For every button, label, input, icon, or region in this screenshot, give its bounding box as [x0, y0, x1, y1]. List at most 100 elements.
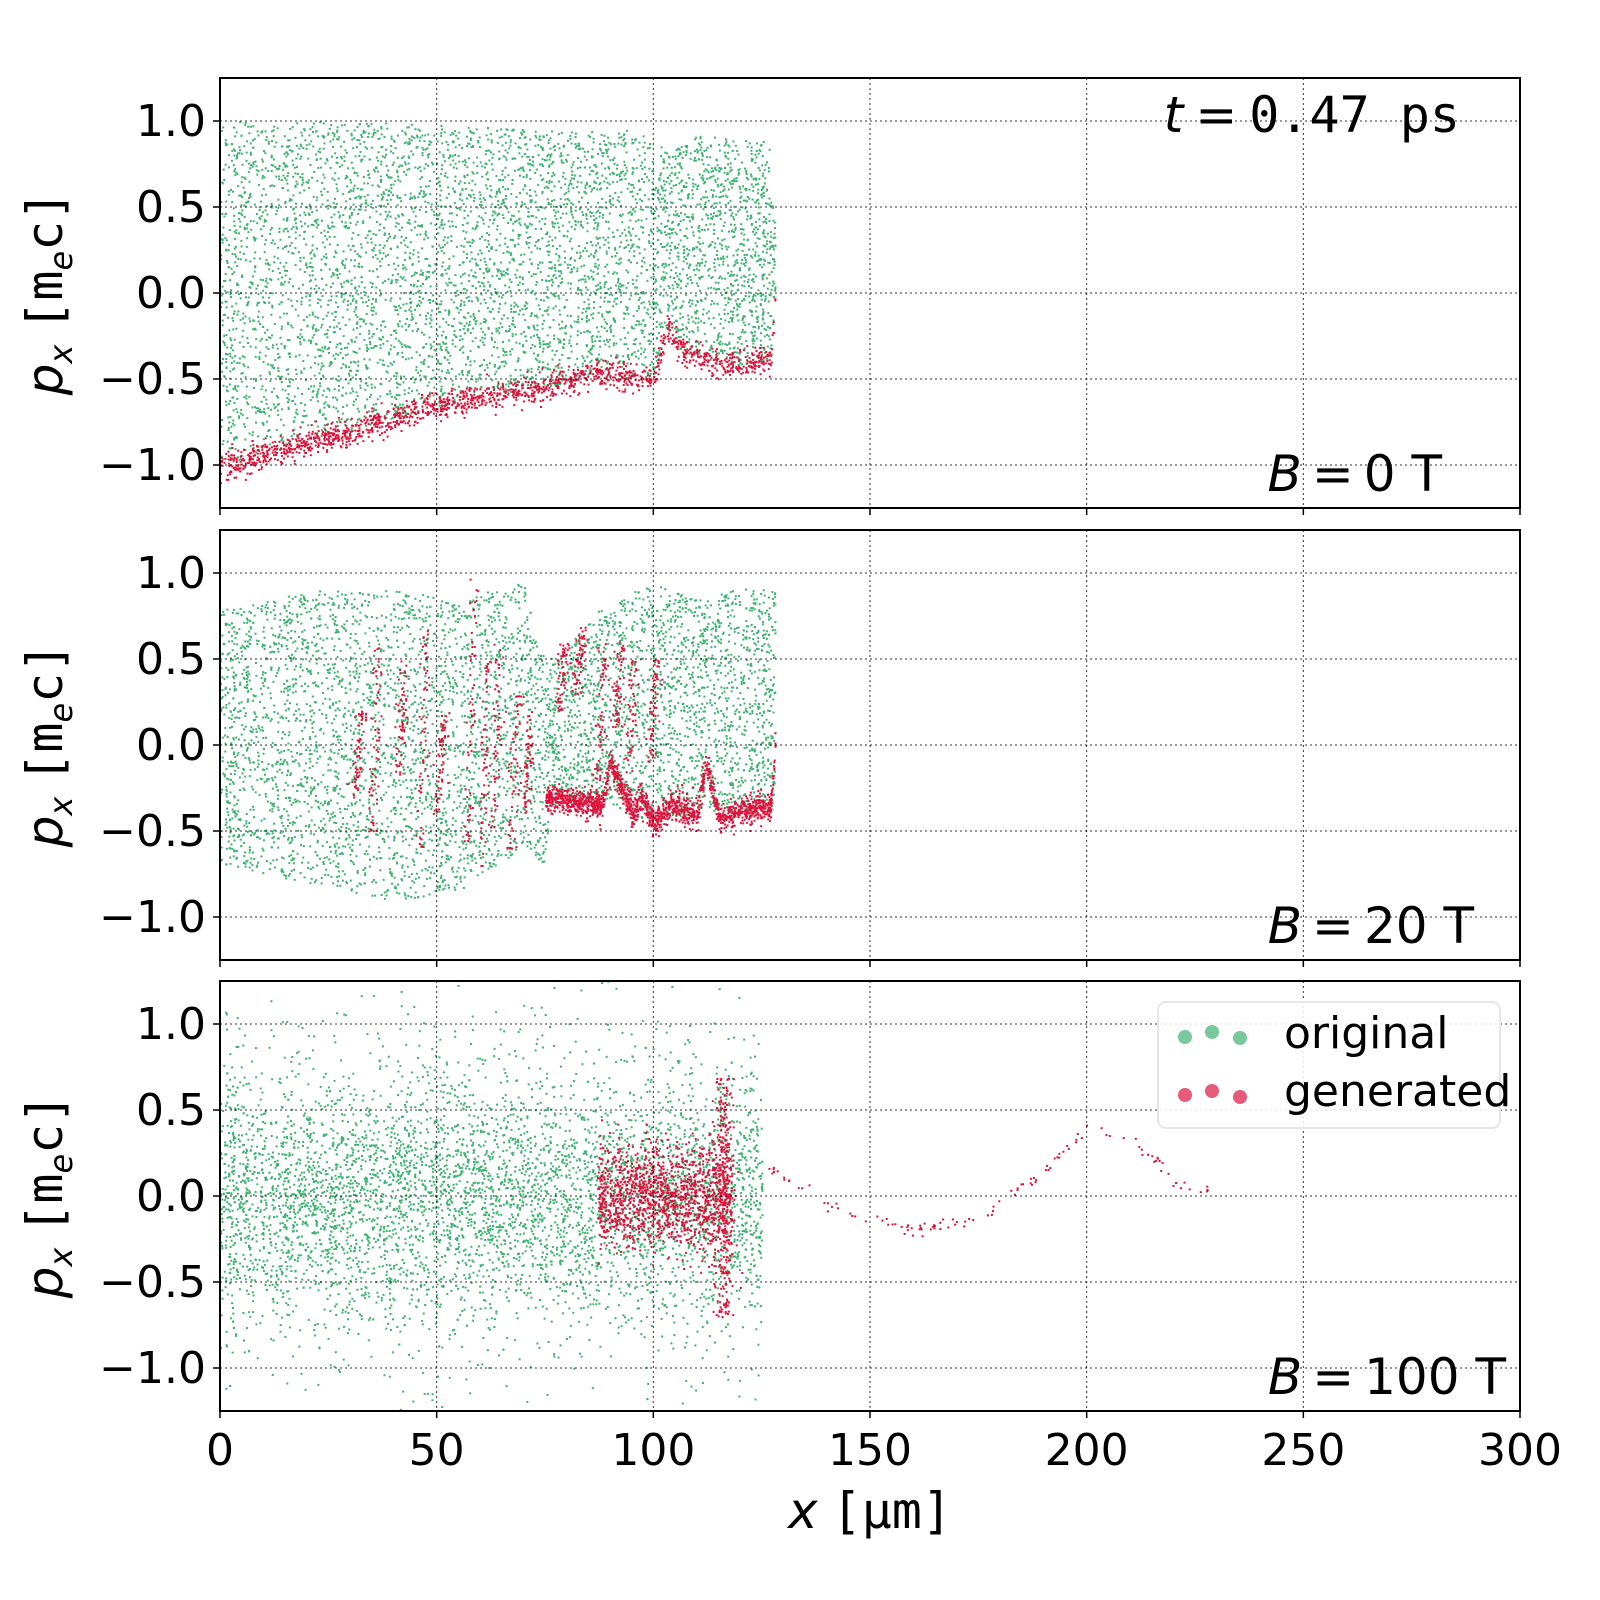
point-original — [719, 218, 722, 221]
point-original — [643, 158, 646, 161]
point-original — [752, 280, 755, 283]
point-original — [475, 287, 477, 290]
point-original — [663, 266, 666, 269]
point-original — [296, 153, 299, 156]
point-original — [524, 376, 527, 379]
point-original — [587, 202, 589, 204]
point-original — [439, 347, 442, 350]
point-original — [762, 311, 765, 313]
point-original — [407, 325, 410, 328]
point-original — [718, 166, 721, 169]
point-original — [385, 165, 388, 167]
point-original — [600, 134, 603, 136]
point-original — [734, 226, 737, 229]
point-original — [701, 228, 704, 231]
point-original — [451, 383, 454, 386]
point-original — [404, 310, 407, 312]
point-original — [690, 216, 693, 219]
point-original — [343, 140, 346, 143]
point-original — [484, 153, 487, 156]
point-original — [282, 162, 285, 165]
point-original — [486, 187, 489, 190]
point-original — [414, 166, 417, 169]
point-original — [380, 383, 383, 386]
point-original — [674, 158, 677, 161]
point-original — [631, 208, 634, 211]
point-original — [581, 365, 584, 368]
point-original — [595, 289, 598, 291]
point-original — [763, 182, 766, 185]
point-original — [342, 263, 344, 266]
point-original — [580, 181, 583, 184]
point-original — [740, 342, 743, 345]
point-original — [311, 326, 314, 329]
point-original — [535, 297, 538, 300]
point-original — [267, 140, 270, 143]
point-original — [230, 339, 233, 342]
point-original — [301, 336, 304, 339]
point-original — [506, 207, 509, 210]
point-original — [468, 182, 471, 185]
point-original — [512, 215, 515, 217]
point-original — [642, 319, 645, 322]
point-original — [391, 274, 394, 277]
point-original — [328, 235, 331, 238]
point-original — [418, 304, 421, 307]
point-original — [557, 374, 560, 377]
point-original — [405, 329, 408, 332]
point-original — [614, 247, 616, 250]
point-original — [627, 331, 630, 334]
point-original — [429, 299, 431, 301]
point-original — [459, 208, 462, 211]
point-original — [430, 222, 433, 225]
point-original — [487, 225, 490, 228]
point-original — [323, 402, 326, 405]
point-original — [319, 409, 321, 412]
point-original — [762, 359, 765, 362]
point-original — [675, 184, 678, 186]
point-original — [363, 415, 366, 418]
point-original — [598, 215, 601, 218]
point-original — [322, 255, 325, 258]
point-original — [533, 293, 536, 296]
point-original — [254, 265, 257, 268]
point-original — [613, 162, 616, 165]
point-original — [518, 221, 521, 224]
point-original — [528, 271, 531, 274]
point-original — [382, 205, 385, 208]
point-original — [751, 279, 754, 282]
point-original — [666, 166, 669, 169]
point-original — [702, 254, 705, 257]
point-original — [391, 194, 394, 197]
point-original — [323, 347, 326, 350]
point-original — [641, 265, 644, 268]
point-original — [534, 314, 537, 317]
point-original — [548, 345, 551, 348]
point-original — [344, 207, 347, 210]
point-original — [409, 257, 412, 260]
point-original — [380, 204, 383, 207]
point-original — [641, 363, 644, 366]
point-original — [641, 167, 644, 170]
point-original — [229, 456, 232, 459]
point-original — [652, 366, 655, 369]
point-original — [329, 361, 332, 364]
point-original — [542, 340, 545, 343]
point-original — [248, 162, 251, 165]
point-original — [579, 278, 582, 281]
point-original — [657, 198, 660, 201]
point-original — [299, 257, 302, 259]
point-original — [249, 192, 252, 195]
point-original — [343, 292, 346, 295]
point-original — [336, 156, 339, 159]
point-original — [763, 322, 766, 325]
point-original — [341, 259, 344, 262]
point-original — [584, 184, 587, 187]
point-original — [359, 204, 362, 207]
point-original — [447, 324, 450, 326]
point-original — [414, 196, 416, 199]
point-original — [273, 367, 276, 370]
point-original — [612, 342, 615, 345]
point-original — [420, 269, 423, 272]
point-original — [603, 275, 606, 278]
